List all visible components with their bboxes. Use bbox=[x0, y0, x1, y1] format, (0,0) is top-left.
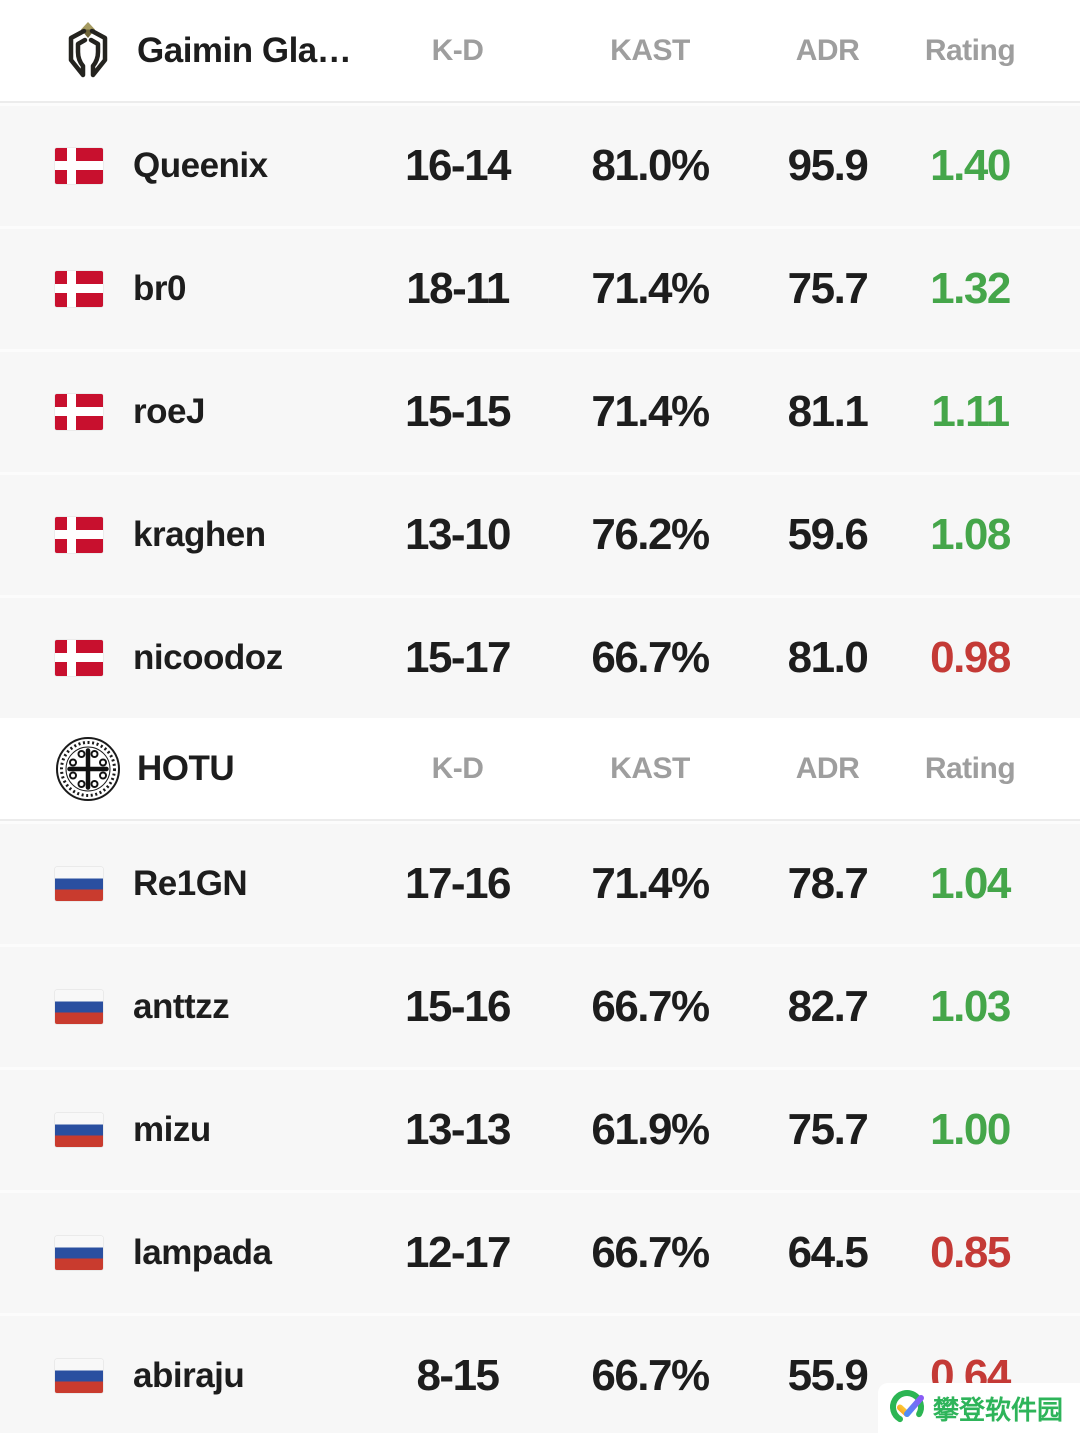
denmark-flag bbox=[55, 271, 103, 307]
column-header-kd: K-D bbox=[431, 33, 484, 67]
watermark-text: 攀登软件园 bbox=[933, 1394, 1064, 1425]
kd-value: 16-14 bbox=[404, 141, 512, 190]
team-header: Gaimin Gla… K-D KAST ADR Rating bbox=[0, 0, 1080, 103]
team-section-hotu: HOTU K-D KAST ADR Rating Re1GN 17-16 71.… bbox=[0, 718, 1080, 1433]
rating-value: 1.08 bbox=[930, 510, 1011, 559]
kast-value: 66.7% bbox=[591, 633, 710, 682]
kd-value: 15-16 bbox=[404, 982, 512, 1031]
adr-value: 75.7 bbox=[787, 1105, 869, 1154]
column-header-kast: KAST bbox=[610, 33, 690, 67]
rating-value: 1.40 bbox=[930, 141, 1011, 190]
player-name: kraghen bbox=[133, 515, 266, 554]
player-row[interactable]: nicoodoz 15-17 66.7% 81.0 0.98 bbox=[0, 595, 1080, 718]
team-header: HOTU K-D KAST ADR Rating bbox=[0, 718, 1080, 821]
adr-value: 81.1 bbox=[787, 387, 869, 436]
player-row[interactable]: Re1GN 17-16 71.4% 78.7 1.04 bbox=[0, 821, 1080, 944]
kast-value: 76.2% bbox=[591, 510, 710, 559]
kast-value: 81.0% bbox=[591, 141, 710, 190]
player-row[interactable]: lampada 12-17 66.7% 64.5 0.85 bbox=[0, 1190, 1080, 1313]
pandeng-checkmark-logo-icon bbox=[888, 1386, 928, 1431]
kast-value: 71.4% bbox=[591, 387, 710, 436]
column-header-adr: ADR bbox=[795, 33, 860, 67]
rating-value: 0.85 bbox=[930, 1228, 1011, 1277]
adr-value: 59.6 bbox=[787, 510, 869, 559]
player-row[interactable]: roeJ 15-15 71.4% 81.1 1.11 bbox=[0, 349, 1080, 472]
column-header-kd: K-D bbox=[431, 751, 484, 785]
watermark: 攀登软件园 bbox=[878, 1383, 1080, 1433]
player-name: roeJ bbox=[133, 392, 205, 431]
adr-value: 64.5 bbox=[787, 1228, 869, 1277]
russia-flag bbox=[55, 1236, 103, 1270]
kast-value: 71.4% bbox=[591, 859, 710, 908]
denmark-flag bbox=[55, 148, 103, 184]
team-link[interactable]: Gaimin Gla… bbox=[55, 21, 380, 81]
player-name: mizu bbox=[133, 1110, 211, 1149]
player-name: abiraju bbox=[133, 1356, 245, 1395]
rating-value: 1.03 bbox=[930, 982, 1011, 1031]
rating-value: 0.98 bbox=[930, 633, 1011, 682]
player-row[interactable]: br0 18-11 71.4% 75.7 1.32 bbox=[0, 226, 1080, 349]
player-row[interactable]: Queenix 16-14 81.0% 95.9 1.40 bbox=[0, 103, 1080, 226]
adr-value: 75.7 bbox=[787, 264, 869, 313]
team-section-gaimin: Gaimin Gla… K-D KAST ADR Rating Queenix … bbox=[0, 0, 1080, 718]
adr-value: 82.7 bbox=[787, 982, 869, 1031]
kd-value: 15-17 bbox=[404, 633, 512, 682]
denmark-flag bbox=[55, 517, 103, 553]
player-name: anttzz bbox=[133, 987, 230, 1026]
kd-value: 13-13 bbox=[404, 1105, 512, 1154]
adr-value: 78.7 bbox=[787, 859, 869, 908]
player-name: lampada bbox=[133, 1233, 272, 1272]
player-name: nicoodoz bbox=[133, 638, 283, 677]
kd-value: 17-16 bbox=[404, 859, 512, 908]
adr-value: 55.9 bbox=[787, 1351, 869, 1400]
kd-value: 8-15 bbox=[416, 1351, 500, 1400]
kd-value: 13-10 bbox=[404, 510, 512, 559]
kd-value: 12-17 bbox=[404, 1228, 512, 1277]
player-name: Re1GN bbox=[133, 864, 248, 903]
kd-value: 15-15 bbox=[404, 387, 512, 436]
kast-value: 66.7% bbox=[591, 1351, 710, 1400]
kast-value: 66.7% bbox=[591, 1228, 710, 1277]
hotu-cross-emblem-icon bbox=[55, 736, 121, 802]
team-name: HOTU bbox=[137, 748, 235, 788]
adr-value: 95.9 bbox=[787, 141, 869, 190]
column-header-adr: ADR bbox=[795, 751, 860, 785]
russia-flag bbox=[55, 867, 103, 901]
kast-value: 71.4% bbox=[591, 264, 710, 313]
russia-flag bbox=[55, 1113, 103, 1147]
team-name: Gaimin Gla… bbox=[137, 30, 352, 70]
rating-value: 1.32 bbox=[930, 264, 1011, 313]
adr-value: 81.0 bbox=[787, 633, 869, 682]
column-header-rating: Rating bbox=[924, 33, 1016, 67]
denmark-flag bbox=[55, 640, 103, 676]
kd-value: 18-11 bbox=[406, 264, 510, 313]
denmark-flag bbox=[55, 394, 103, 430]
russia-flag bbox=[55, 990, 103, 1024]
player-row[interactable]: anttzz 15-16 66.7% 82.7 1.03 bbox=[0, 944, 1080, 1067]
team-link[interactable]: HOTU bbox=[55, 736, 380, 802]
column-header-kast: KAST bbox=[610, 751, 690, 785]
column-header-rating: Rating bbox=[924, 751, 1016, 785]
rating-value: 1.00 bbox=[930, 1105, 1011, 1154]
kast-value: 61.9% bbox=[591, 1105, 710, 1154]
player-row[interactable]: mizu 13-13 61.9% 75.7 1.00 bbox=[0, 1067, 1080, 1190]
player-row[interactable]: kraghen 13-10 76.2% 59.6 1.08 bbox=[0, 472, 1080, 595]
kast-value: 66.7% bbox=[591, 982, 710, 1031]
rating-value: 1.11 bbox=[931, 387, 1010, 436]
rating-value: 1.04 bbox=[930, 859, 1011, 908]
player-name: br0 bbox=[133, 269, 186, 308]
gaimin-gladiators-helmet-icon bbox=[55, 21, 121, 81]
player-name: Queenix bbox=[133, 146, 268, 185]
russia-flag bbox=[55, 1359, 103, 1393]
